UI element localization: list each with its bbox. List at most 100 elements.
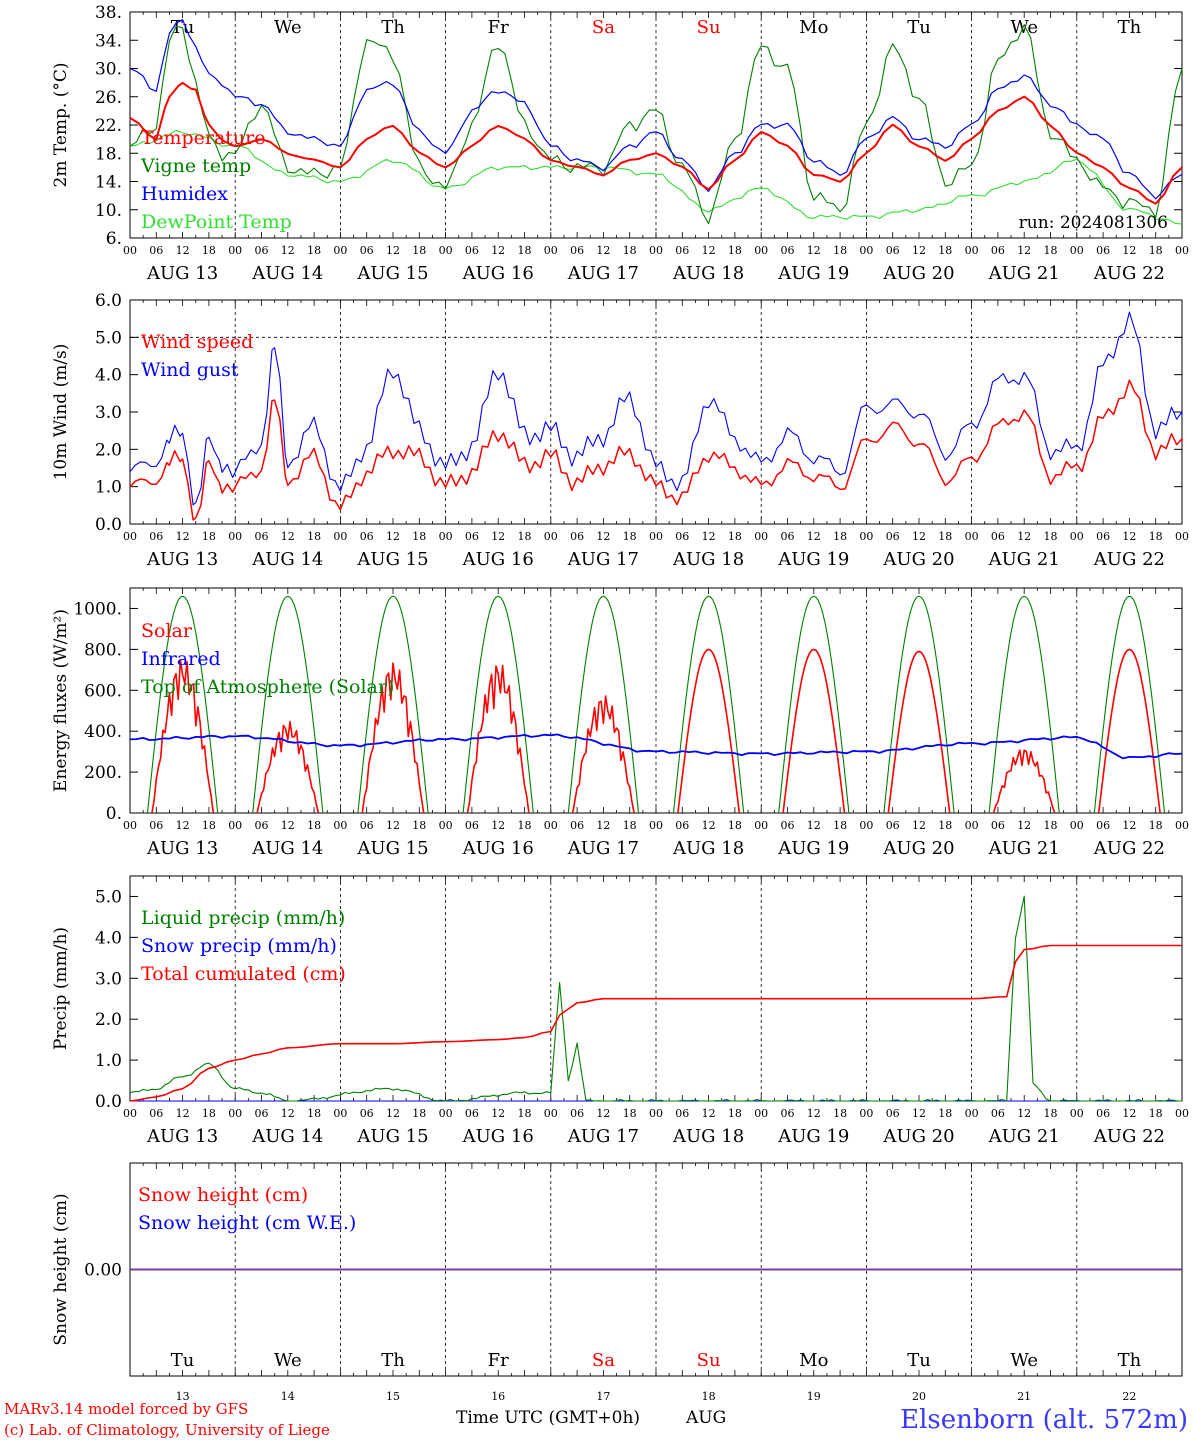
run-label: run: 2024081306: [1019, 213, 1168, 233]
date-label: AUG 22: [1093, 263, 1165, 284]
legend-entry: Snow height (cm): [138, 1184, 308, 1206]
date-label: AUG 14: [251, 263, 323, 284]
hour-tick-label: 18: [202, 819, 216, 832]
weekday-label: Su: [697, 17, 721, 38]
hour-tick-label: 18: [202, 244, 216, 257]
hour-tick-label: 18: [412, 530, 426, 543]
hour-tick-label: 18: [623, 244, 637, 257]
date-label: AUG 14: [251, 838, 323, 859]
y-tick-label: 22.: [95, 116, 122, 136]
hour-tick-label: 18: [518, 244, 532, 257]
hour-tick-label: 00: [1070, 1107, 1084, 1120]
solar-curve: [151, 659, 215, 814]
legend-entry: Snow precip (mm/h): [141, 935, 337, 957]
hour-tick-label: 00: [1175, 819, 1189, 832]
hour-tick-label: 06: [781, 530, 795, 543]
hour-tick-label: 06: [1096, 819, 1110, 832]
hour-tick-label: 00: [439, 819, 453, 832]
panel-4: 0.0 1.0 2.0 3.0 4.0 5.0 Precip (mm/h) Liquid pr…: [51, 875, 1189, 1147]
hour-tick-label: 18: [833, 530, 847, 543]
hour-tick-label: 06: [1096, 530, 1110, 543]
day-number-label: 22: [1122, 1390, 1136, 1403]
panel-5: 0.00 Snow height (cm) Snow height (cm) Snow…: [51, 1162, 1183, 1403]
hour-tick-label: 06: [1096, 1107, 1110, 1120]
toa-solar-curve: [146, 595, 219, 814]
hour-tick-label: 12: [596, 819, 610, 832]
hour-tick-label: 18: [518, 1107, 532, 1120]
y-tick-label: 0.0: [95, 1092, 122, 1112]
hour-tick-label: 12: [176, 819, 190, 832]
x-axis-month: AUG: [685, 1408, 726, 1428]
hour-tick-label: 18: [1149, 819, 1163, 832]
hour-tick-label: 06: [781, 819, 795, 832]
hour-tick-label: 06: [1096, 244, 1110, 257]
date-label: AUG 16: [462, 549, 534, 570]
panels: 6. 10. 14. 18. 22. 26. 30. 34. 38. 2m Temp. (°C) T…: [51, 3, 1189, 1403]
y-tick-label: 38.: [95, 3, 122, 23]
hour-tick-label: 00: [333, 1107, 347, 1120]
hour-tick-label: 18: [728, 244, 742, 257]
y-tick-label: 2.0: [95, 1010, 122, 1030]
legend-entry: Top of Atmosphere (Solar): [141, 676, 394, 698]
date-label: AUG 21: [988, 1126, 1060, 1147]
y-tick-label: 4.0: [95, 928, 122, 948]
date-label: AUG 20: [882, 263, 954, 284]
hour-tick-label: 18: [728, 819, 742, 832]
y-tick-label: 600.: [84, 681, 122, 701]
hour-tick-label: 00: [544, 819, 558, 832]
hour-tick-label: 18: [623, 819, 637, 832]
hour-tick-label: 12: [176, 530, 190, 543]
hour-tick-label: 06: [570, 819, 584, 832]
hour-tick-label: 06: [886, 1107, 900, 1120]
weekday-label: Mo: [799, 1350, 828, 1371]
hour-tick-label: 06: [255, 530, 269, 543]
hour-tick-label: 12: [281, 244, 295, 257]
hour-tick-label: 18: [1149, 1107, 1163, 1120]
toa-solar-curve: [672, 595, 745, 814]
hour-tick-label: 00: [123, 530, 137, 543]
hour-tick-label: 00: [544, 244, 558, 257]
hour-tick-label: 18: [307, 819, 321, 832]
date-label: AUG 18: [672, 263, 744, 284]
legend-entry: Humidex: [141, 183, 228, 205]
series-line: [129, 379, 1183, 521]
y-tick-label: 1.0: [95, 1051, 122, 1071]
panel-2: 0.0 1.0 2.0 3.0 4.0 5.0 6.0 10m Wind (m/s) Wind …: [51, 291, 1189, 570]
hour-tick-label: 00: [1070, 530, 1084, 543]
y-tick-label: 3.0: [95, 403, 122, 423]
hour-tick-label: 06: [675, 819, 689, 832]
x-axis-title: Time UTC (GMT+0h): [456, 1408, 640, 1428]
date-label: AUG 17: [567, 1126, 639, 1147]
hour-tick-label: 18: [1044, 244, 1058, 257]
hour-tick-label: 12: [491, 1107, 505, 1120]
date-label: AUG 16: [462, 263, 534, 284]
hour-tick-label: 12: [176, 1107, 190, 1120]
y-tick-label: 6.: [106, 229, 122, 249]
series-line: [129, 944, 1182, 1102]
hour-tick-label: 06: [991, 1107, 1005, 1120]
toa-solar-curve: [988, 595, 1060, 814]
hour-tick-label: 00: [965, 244, 979, 257]
hour-tick-label: 06: [570, 1107, 584, 1120]
solar-curve: [782, 648, 846, 814]
hour-tick-label: 18: [1149, 530, 1163, 543]
hour-tick-label: 00: [1070, 819, 1084, 832]
hour-tick-label: 12: [912, 530, 926, 543]
hour-tick-label: 18: [518, 819, 532, 832]
y-tick-label: 0.0: [95, 515, 122, 535]
hour-tick-label: 06: [255, 244, 269, 257]
date-label: AUG 20: [882, 549, 954, 570]
hour-tick-label: 06: [570, 530, 584, 543]
hour-tick-label: 12: [386, 819, 400, 832]
date-label: AUG 13: [146, 263, 218, 284]
hour-tick-label: 18: [1044, 530, 1058, 543]
toa-solar-curve: [462, 595, 534, 814]
hour-tick-label: 12: [596, 530, 610, 543]
day-number-label: 19: [807, 1390, 821, 1403]
date-label: AUG 18: [672, 838, 744, 859]
hour-tick-label: 18: [1149, 244, 1163, 257]
panel-frame: [129, 587, 1183, 814]
hour-tick-label: 18: [307, 530, 321, 543]
hour-tick-label: 18: [938, 819, 952, 832]
hour-tick-label: 00: [754, 819, 768, 832]
